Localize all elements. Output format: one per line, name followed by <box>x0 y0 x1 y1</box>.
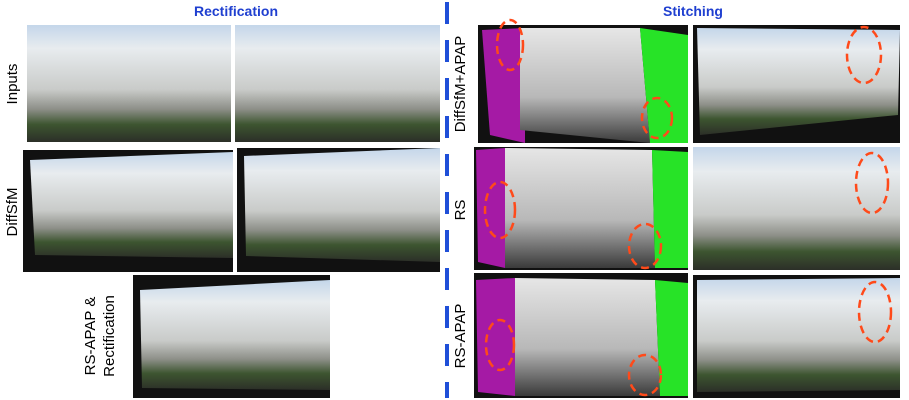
overlay <box>476 148 505 268</box>
photo <box>27 25 231 142</box>
section-title: Rectification <box>194 3 278 19</box>
row-label: DiffSfM+APAP <box>452 36 469 133</box>
photo <box>235 25 440 142</box>
overlay <box>520 28 650 143</box>
section-title: Stitching <box>663 3 723 19</box>
photo <box>244 148 440 262</box>
row-label: RS-APAP & <box>82 297 99 376</box>
photo <box>693 147 900 270</box>
photo <box>30 152 233 258</box>
figure: Rectification Stitching Inputs DiffSfM R… <box>0 0 909 400</box>
row-label: Inputs <box>4 64 21 105</box>
overlay <box>652 150 688 268</box>
row-label: RS <box>452 200 469 221</box>
overlay <box>505 148 655 268</box>
row-label: DiffSfM <box>4 188 21 237</box>
overlay <box>476 278 515 396</box>
overlay <box>515 278 660 396</box>
photo <box>697 278 900 392</box>
row-label: RS-APAP <box>452 304 469 369</box>
photo <box>140 280 330 390</box>
row-label: Rectification <box>101 295 118 377</box>
